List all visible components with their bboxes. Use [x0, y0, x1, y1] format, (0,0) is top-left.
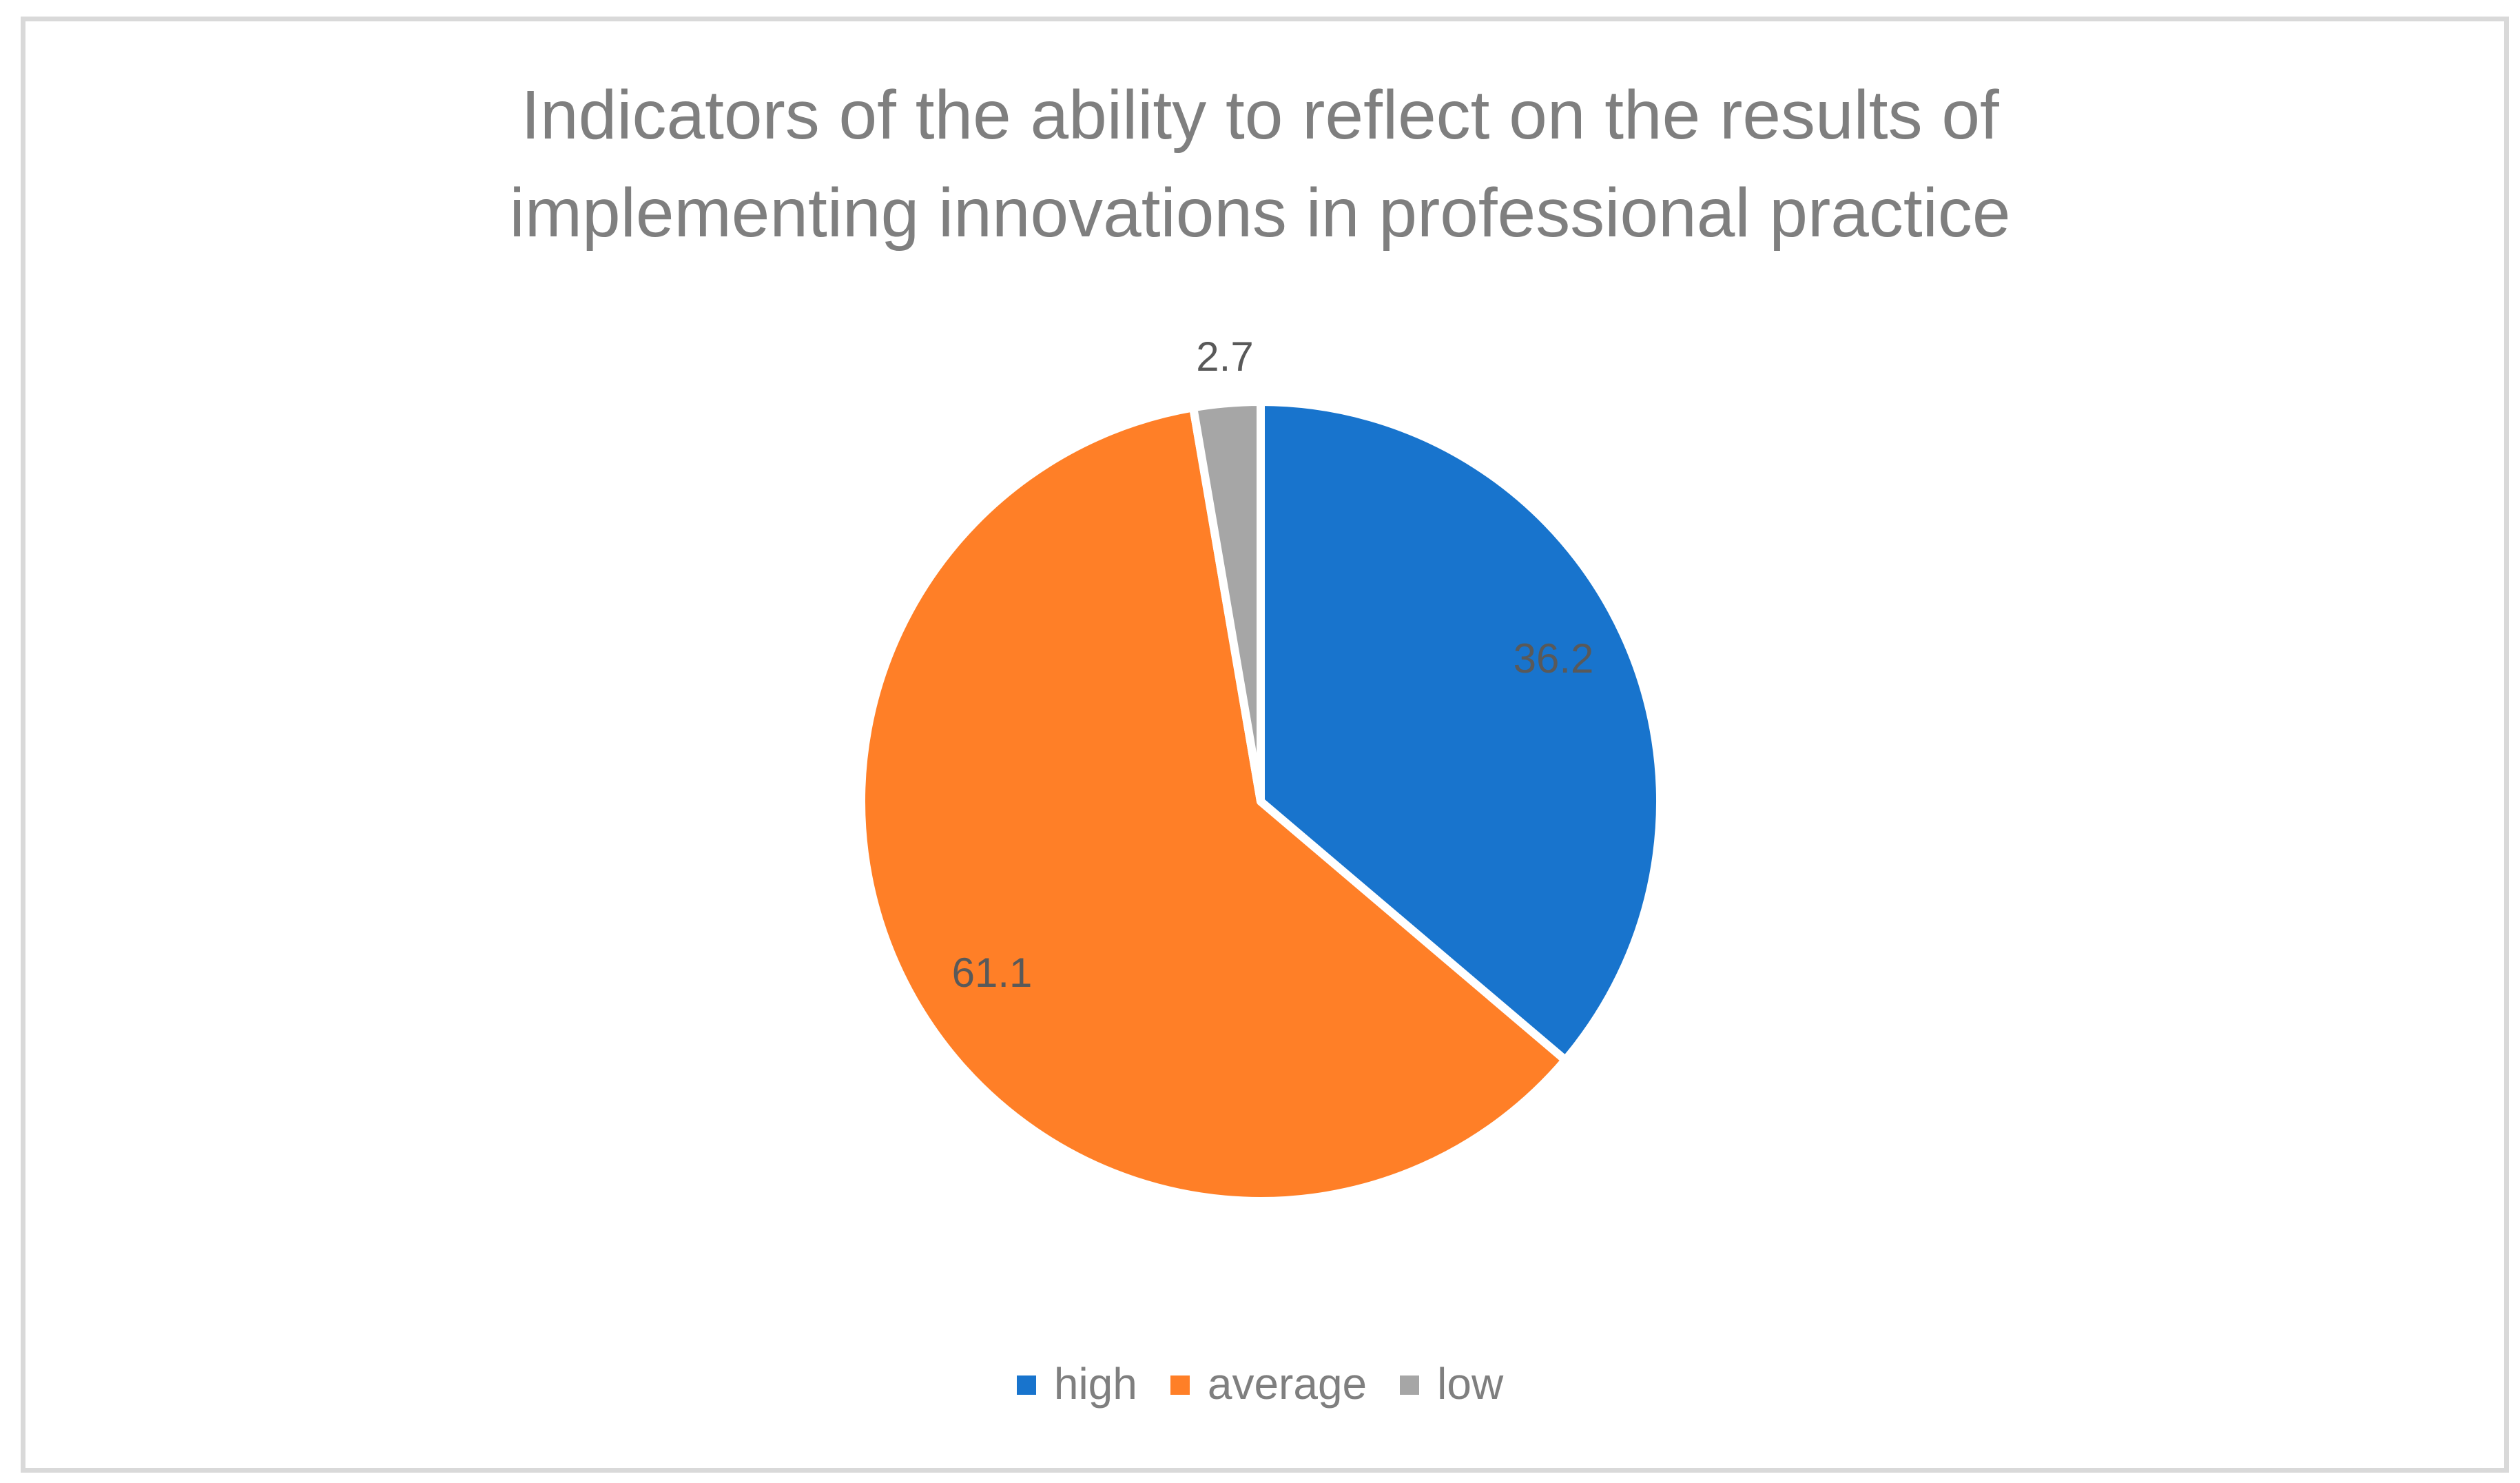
chart-title: Indicators of the ability to reflect on … — [0, 66, 2520, 262]
legend-item-high[interactable]: high — [1016, 1356, 1137, 1411]
legend-swatch-high-icon — [1016, 1375, 1036, 1395]
slice-label-low: 2.7 — [1196, 334, 1253, 380]
pie-slice-low[interactable] — [1189, 398, 1265, 806]
legend-item-average[interactable]: average — [1170, 1356, 1367, 1411]
pie-slice-average[interactable] — [857, 403, 1570, 1205]
legend-label-low: low — [1437, 1359, 1504, 1409]
legend-label-average: average — [1207, 1359, 1367, 1409]
legend-swatch-low-icon — [1400, 1375, 1420, 1395]
chart-title-line-2: implementing innovations in professional… — [509, 174, 2011, 252]
legend-item-low[interactable]: low — [1400, 1356, 1503, 1411]
slice-label-high: 36.2 — [1514, 635, 1594, 682]
pie-slices — [857, 398, 1664, 1205]
legend-swatch-average-icon — [1170, 1375, 1190, 1395]
chart-title-line-1: Indicators of the ability to reflect on … — [521, 76, 1999, 154]
legend-label-high: high — [1053, 1359, 1137, 1409]
pie-slice-high[interactable] — [1257, 398, 1664, 1065]
chart-legend: high average low — [0, 1356, 2520, 1411]
slice-label-average: 61.1 — [952, 950, 1033, 996]
